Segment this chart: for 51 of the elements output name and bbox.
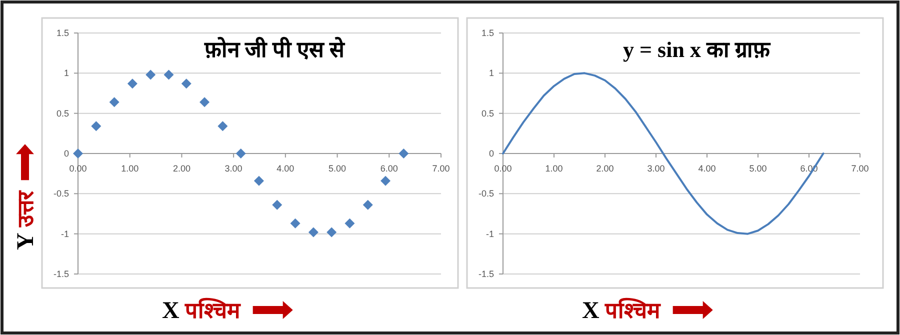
x-tick-label: 4.00 <box>698 164 716 174</box>
point <box>91 121 102 132</box>
y-axis-title: Y उत्तर <box>13 190 39 250</box>
point <box>73 148 83 158</box>
point <box>146 70 156 80</box>
x-tick-label: 2.00 <box>596 164 614 174</box>
point <box>290 218 300 228</box>
x-tick-label: 6.00 <box>380 164 398 174</box>
point <box>127 78 138 89</box>
x-tick-label: 3.00 <box>224 164 242 174</box>
x-tick-label: 5.00 <box>749 164 767 174</box>
point <box>218 121 228 132</box>
x-tick-label: 2.00 <box>172 164 190 174</box>
x-axis-title: X पश्चिम <box>582 297 661 324</box>
y-tick-label: 1 <box>64 68 69 78</box>
x-tick-label: 3.00 <box>647 164 665 174</box>
y-tick-label: 0 <box>488 148 494 158</box>
y-tick-label: -1 <box>486 228 494 239</box>
y-tick-label: 1 <box>488 68 494 78</box>
point <box>362 200 373 210</box>
x-tick-label: 4.00 <box>276 164 294 174</box>
chart-title: y = sin x का ग्राफ़ <box>623 37 771 62</box>
x-tick-label: 7.00 <box>851 164 869 174</box>
x-axis-title: X पश्चिम <box>162 297 241 324</box>
y-tick-label: 0.5 <box>56 108 69 118</box>
x-tick-label: 5.00 <box>328 164 346 174</box>
y-tick-label: -1 <box>60 228 69 239</box>
point <box>344 218 355 228</box>
point <box>164 70 174 80</box>
y-tick-label: -0.5 <box>53 188 69 199</box>
point <box>200 97 210 108</box>
y-tick-label: -1.5 <box>478 269 494 279</box>
x-tick-label: 1.00 <box>121 164 139 174</box>
y-tick-label: -1.5 <box>53 269 69 279</box>
point <box>181 78 192 89</box>
x-tick-label: 1.00 <box>545 164 563 174</box>
y-tick-label: 1.5 <box>481 28 494 38</box>
y-tick-label: -0.5 <box>478 188 494 199</box>
point <box>272 200 282 210</box>
chart-title: फ़ोन जी पी एस से <box>204 36 346 62</box>
x-tick-label: 7.00 <box>432 164 450 174</box>
y-tick-label: 0.5 <box>481 108 494 118</box>
point <box>308 227 318 238</box>
point <box>380 176 391 186</box>
point <box>326 227 337 238</box>
point <box>254 176 264 186</box>
y-tick-label: 0 <box>64 148 69 158</box>
point <box>109 97 120 108</box>
point <box>236 148 246 158</box>
point <box>398 148 409 158</box>
y-tick-label: 1.5 <box>56 28 69 38</box>
